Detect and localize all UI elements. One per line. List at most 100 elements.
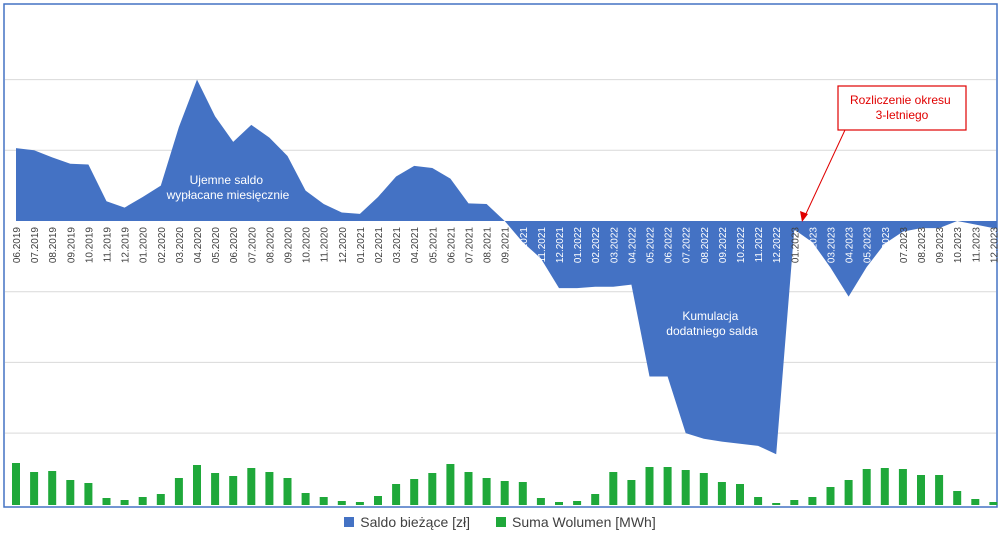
x-tick-label: 08.2019 [48, 227, 59, 264]
x-tick-label: 10.2019 [84, 227, 95, 264]
volume-bar [229, 476, 238, 505]
legend-item-saldo: Saldo bieżące [zł] [344, 514, 470, 530]
x-tick-label: 09.2020 [284, 227, 295, 264]
annotation-line: 3-letniego [876, 108, 929, 122]
x-tick-label: 02.2020 [157, 227, 168, 264]
legend-label-saldo: Saldo bieżące [zł] [360, 514, 471, 530]
callout-arrow [803, 129, 846, 219]
x-tick-label: 07.2021 [465, 227, 476, 264]
volume-bar [935, 475, 944, 505]
volume-bar [971, 499, 980, 505]
x-tick-label: 09.2019 [66, 227, 77, 264]
volume-bar [645, 467, 654, 505]
x-tick-label: 05.2021 [428, 227, 439, 264]
x-tick-label: 11.2023 [971, 227, 982, 263]
volume-bar [120, 500, 129, 505]
x-tick-label: 02.2021 [374, 227, 385, 264]
saldo-area [16, 79, 997, 455]
x-tick-label: 08.2022 [700, 227, 711, 264]
x-tick-label: 09.2023 [935, 227, 946, 264]
volume-bar [699, 473, 708, 505]
volume-bar [319, 497, 328, 505]
volume-bar [536, 498, 545, 505]
callout-box [837, 85, 967, 131]
x-tick-label: 07.2020 [247, 227, 258, 264]
callout-arrowhead [800, 211, 808, 222]
x-tick-label: 10.2023 [953, 227, 964, 264]
legend-item-volume: Suma Wolumen [MWh] [496, 514, 656, 530]
x-tick-label: 06.2020 [229, 227, 240, 264]
volume-bar [265, 472, 274, 505]
volume-bar [66, 480, 75, 505]
x-tick-label: 10.2022 [736, 227, 747, 264]
annotation-line: dodatniego salda [666, 324, 758, 338]
legend-swatch-volume [496, 517, 507, 527]
x-tick-label: 05.2022 [646, 227, 657, 264]
x-tick-label: 09.2021 [501, 227, 512, 264]
x-tick-label: 10.2020 [302, 227, 313, 264]
x-tick-label: 04.2023 [845, 227, 856, 264]
x-tick-label: 12.2022 [772, 227, 783, 264]
x-tick-label: 07.2019 [30, 227, 41, 264]
x-tick-label: 04.2021 [410, 227, 421, 264]
legend-label-volume: Suma Wolumen [MWh] [512, 514, 656, 530]
volume-bar [898, 469, 907, 505]
volume-bar [156, 494, 165, 505]
volume-bar [790, 500, 799, 505]
x-tick-label: 08.2023 [917, 227, 928, 264]
volume-bar [518, 482, 527, 505]
volume-bar [392, 484, 401, 505]
volume-bar [862, 469, 871, 505]
x-tick-label: 04.2020 [193, 227, 204, 264]
volume-bar [301, 493, 310, 505]
volume-bar [84, 483, 93, 505]
x-tick-label: 02.2023 [808, 227, 819, 264]
x-tick-label: 03.2020 [175, 227, 186, 264]
annotation-negative-saldo: Ujemne saldo wypłacane miesięcznie [166, 173, 290, 202]
volume-bar [482, 478, 491, 505]
volume-bar [446, 464, 455, 505]
plot-border [3, 3, 998, 508]
x-tick-label: 11.2021 [537, 227, 548, 263]
volume-bar [953, 491, 962, 505]
annotation-line: wypłacane miesięcznie [166, 188, 290, 202]
volume-bar [102, 498, 111, 505]
volume-bars [12, 463, 998, 505]
volume-bar [681, 470, 690, 505]
x-tick-label: 04.2022 [627, 227, 638, 264]
x-tick-label: 12.2023 [989, 227, 1000, 264]
legend: Saldo bieżące [zł] Suma Wolumen [MWh] [0, 514, 1000, 530]
x-tick-label: 03.2022 [609, 227, 620, 264]
x-tick-label: 06.2019 [12, 227, 23, 264]
x-tick-label: 06.2021 [446, 227, 457, 264]
x-tick-label: 11.2022 [754, 227, 765, 263]
volume-bar [283, 478, 292, 505]
volume-bar [355, 502, 364, 505]
x-tick-label: 02.2022 [591, 227, 602, 264]
volume-bar [736, 484, 744, 505]
x-tick-label: 08.2021 [483, 227, 494, 264]
x-tick-label: 06.2022 [664, 227, 675, 264]
volume-bar [374, 496, 382, 505]
volume-bar [30, 472, 39, 505]
volume-bar [880, 468, 889, 505]
volume-bar [174, 478, 183, 505]
callout-text: Rozliczenie okresu 3-letniego [850, 93, 954, 122]
x-tick-label: 06.2023 [881, 227, 892, 264]
x-tick-label: 11.2020 [320, 227, 331, 263]
volume-bar [844, 480, 853, 505]
x-tick-label: 07.2023 [899, 227, 910, 264]
volume-bar [627, 480, 636, 505]
volume-bar [573, 501, 582, 505]
legend-swatch-saldo [344, 517, 355, 527]
volume-bar [555, 502, 563, 505]
x-tick-label: 09.2022 [718, 227, 729, 264]
volume-bar [917, 475, 925, 505]
volume-bar [247, 468, 256, 505]
volume-bar [591, 494, 600, 505]
volume-bar [717, 482, 726, 505]
volume-bar [464, 472, 473, 505]
gridlines [5, 79, 996, 434]
x-axis-ticks: 06.2019 07.2019 08.2019 09.2019 10.2019 11.20… [12, 227, 1000, 264]
volume-bar [193, 465, 201, 505]
